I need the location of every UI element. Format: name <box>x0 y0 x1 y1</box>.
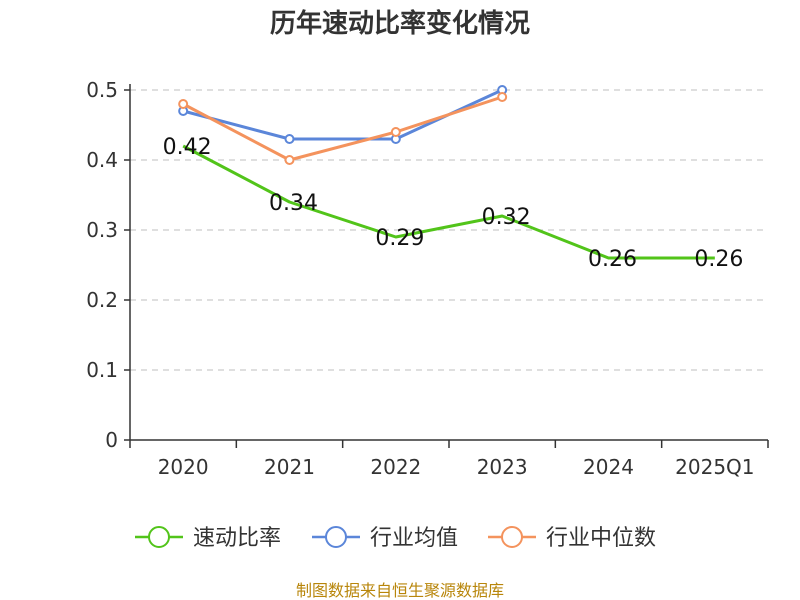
data-label-quick-ratio-5: 0.26 <box>694 247 743 272</box>
grid <box>130 89 768 371</box>
legend-item-industry-mean: 行业均值 <box>312 526 458 551</box>
series-point-industry-median-3 <box>497 92 508 102</box>
x-tick-label-0: 2020 <box>158 455 209 479</box>
legend-marker-industry-median <box>501 526 523 548</box>
legend-label-quick-ratio: 速动比率 <box>193 526 281 551</box>
legend-label-industry-mean: 行业均值 <box>370 526 458 551</box>
y-tick-label-3: 0.3 <box>86 218 118 242</box>
legend-marker-industry-mean <box>325 526 347 548</box>
legend-item-industry-median: 行业中位数 <box>488 526 656 551</box>
y-tick-label-5: 0.5 <box>86 78 118 102</box>
series-point-industry-median-1 <box>284 155 295 165</box>
y-tick-label-0: 0 <box>105 428 118 452</box>
series-point-industry-median-2 <box>390 127 401 137</box>
series <box>178 85 715 260</box>
legend-item-quick-ratio: 速动比率 <box>135 526 281 551</box>
chart-title: 历年速动比率变化情况 <box>270 8 530 39</box>
data-label-quick-ratio-1: 0.34 <box>269 191 318 216</box>
x-tick-label-3: 2023 <box>477 455 528 479</box>
x-tick-label-4: 2024 <box>583 455 634 479</box>
source-note: 制图数据来自恒生聚源数据库 <box>296 581 504 600</box>
y-tick-label-2: 0.2 <box>86 288 118 312</box>
y-tick-label-1: 0.1 <box>86 358 118 382</box>
data-label-quick-ratio-2: 0.29 <box>375 226 424 251</box>
y-tick-label-4: 0.4 <box>86 148 118 172</box>
series-point-industry-median-0 <box>178 99 189 109</box>
legend-label-industry-median: 行业中位数 <box>546 526 656 551</box>
series-line-quick-ratio <box>182 144 715 260</box>
legend-marker-quick-ratio <box>148 526 170 548</box>
series-line-industry-median <box>182 95 503 162</box>
x-tick-label-5: 2025Q1 <box>675 455 754 479</box>
data-label-quick-ratio-4: 0.26 <box>588 247 637 272</box>
axes: 0 0.1 0.2 0.3 0.4 0.5 2020 2021 2022 2023 2024 2025… <box>86 78 769 479</box>
data-labels: 0.42 0.34 0.29 0.32 0.26 0.26 <box>163 135 744 272</box>
series-point-industry-mean-1 <box>284 134 295 144</box>
legend: 速动比率 行业均值 行业中位数 <box>135 526 656 551</box>
data-label-quick-ratio-0: 0.42 <box>163 135 212 160</box>
x-tick-label-2: 2022 <box>370 455 421 479</box>
series-line-industry-mean <box>182 88 503 141</box>
x-tick-label-1: 2021 <box>264 455 315 479</box>
data-label-quick-ratio-3: 0.32 <box>482 205 531 230</box>
